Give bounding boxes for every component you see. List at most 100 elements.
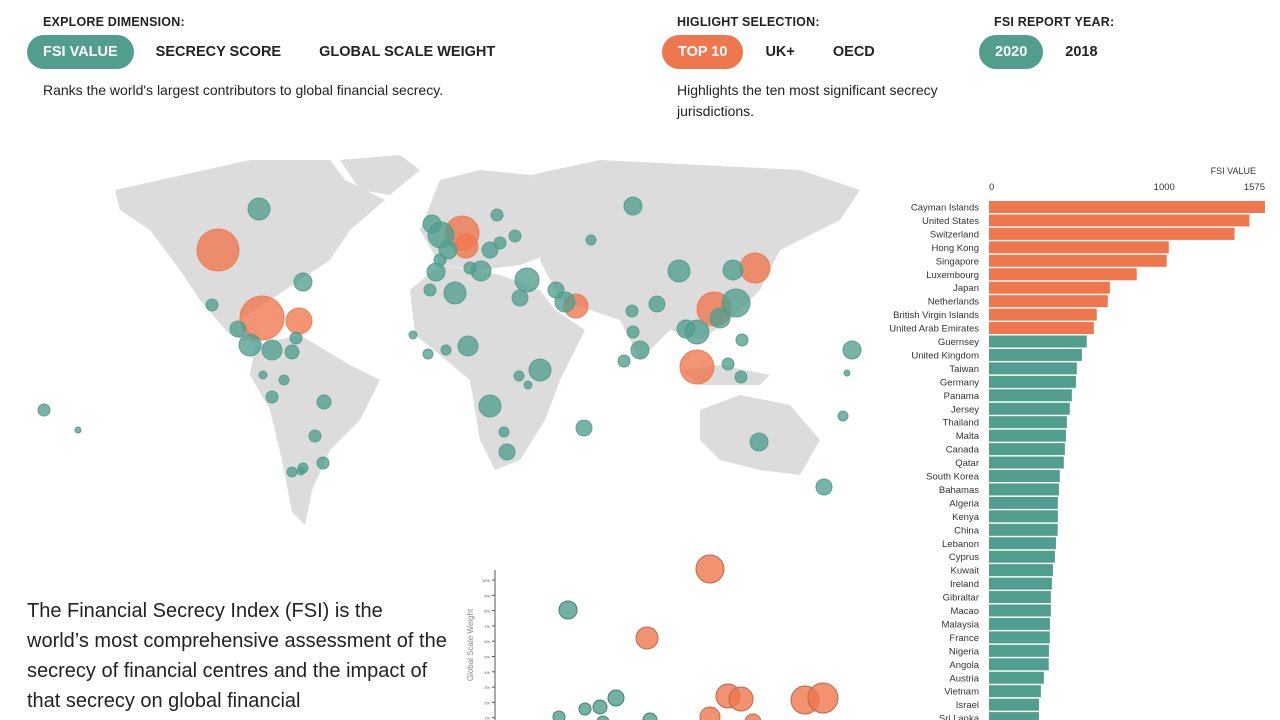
map-bubble[interactable] xyxy=(423,283,437,297)
bar-bahamas[interactable] xyxy=(989,483,1059,496)
bar-kuwait[interactable] xyxy=(989,564,1053,577)
map-bubble[interactable] xyxy=(285,307,313,335)
scatter-point[interactable] xyxy=(596,715,610,720)
map-bubble[interactable] xyxy=(528,358,552,382)
map-bubble[interactable] xyxy=(229,320,247,338)
bar-malaysia[interactable] xyxy=(989,617,1050,630)
map-bubble[interactable] xyxy=(457,335,479,357)
map-bubble[interactable] xyxy=(205,298,219,312)
map-bubble[interactable] xyxy=(433,253,447,267)
map-bubble[interactable] xyxy=(667,259,691,283)
map-bubble[interactable] xyxy=(617,354,631,368)
map-bubble[interactable] xyxy=(648,295,666,313)
map-bubble[interactable] xyxy=(443,281,467,305)
map-bubble[interactable] xyxy=(721,357,735,371)
map-bubble[interactable] xyxy=(625,304,639,318)
scatter-point[interactable] xyxy=(635,626,659,650)
scatter-point[interactable] xyxy=(744,713,762,720)
map-bubble[interactable] xyxy=(514,267,540,293)
map-bubble[interactable] xyxy=(238,333,262,357)
map-bubble[interactable] xyxy=(739,252,771,284)
map-bubble[interactable] xyxy=(258,370,268,380)
bar-france[interactable] xyxy=(989,631,1050,644)
bar-taiwan[interactable] xyxy=(989,362,1077,375)
map-bubble[interactable] xyxy=(630,340,650,360)
map-bubble[interactable] xyxy=(709,307,731,329)
bar-germany[interactable] xyxy=(989,375,1076,388)
bar-netherlands[interactable] xyxy=(989,295,1108,308)
bar-united-states[interactable] xyxy=(989,214,1250,227)
dimension-global-scale-weight-button[interactable]: GLOBAL SCALE WEIGHT xyxy=(319,44,496,60)
map-bubble[interactable] xyxy=(498,426,510,438)
scatter-point[interactable] xyxy=(642,712,658,720)
year-2018-button[interactable]: 2018 xyxy=(1065,44,1098,60)
scatter-point[interactable] xyxy=(607,689,625,707)
map-bubble[interactable] xyxy=(513,370,525,382)
map-bubble[interactable] xyxy=(575,419,593,437)
map-bubble[interactable] xyxy=(408,330,418,340)
bar-angola[interactable] xyxy=(989,658,1049,671)
map-bubble[interactable] xyxy=(453,233,479,259)
map-bubble[interactable] xyxy=(498,443,516,461)
bar-israel[interactable] xyxy=(989,698,1039,711)
map-bubble[interactable] xyxy=(438,240,458,260)
bar-nigeria[interactable] xyxy=(989,644,1049,657)
map-bubble[interactable] xyxy=(478,394,502,418)
bar-singapore[interactable] xyxy=(989,254,1167,267)
map-bubble[interactable] xyxy=(842,340,862,360)
map-bubble[interactable] xyxy=(284,344,300,360)
bar-vietnam[interactable] xyxy=(989,685,1041,698)
map-bubble[interactable] xyxy=(74,426,82,434)
bar-macao[interactable] xyxy=(989,604,1051,617)
bar-united-kingdom[interactable] xyxy=(989,348,1082,361)
year-2020-button[interactable]: 2020 xyxy=(979,35,1044,69)
map-bubble[interactable] xyxy=(523,380,533,390)
map-bubble[interactable] xyxy=(508,229,522,243)
scatter-point[interactable] xyxy=(695,554,725,584)
bar-switzerland[interactable] xyxy=(989,227,1235,240)
scatter-point[interactable] xyxy=(558,600,578,620)
map-bubble[interactable] xyxy=(843,369,851,377)
map-bubble[interactable] xyxy=(308,429,322,443)
bar-qatar[interactable] xyxy=(989,456,1064,469)
bar-japan[interactable] xyxy=(989,281,1110,294)
map-bubble[interactable] xyxy=(261,339,283,361)
map-bubble[interactable] xyxy=(511,289,529,307)
map-bubble[interactable] xyxy=(265,390,279,404)
bar-ireland[interactable] xyxy=(989,577,1052,590)
bar-hong-kong[interactable] xyxy=(989,241,1169,254)
map-bubble[interactable] xyxy=(278,374,290,386)
map-bubble[interactable] xyxy=(734,370,748,384)
map-bubble[interactable] xyxy=(554,291,576,313)
bar-lebanon[interactable] xyxy=(989,537,1056,550)
map-bubble[interactable] xyxy=(481,241,499,259)
map-bubble[interactable] xyxy=(316,456,330,470)
map-bubble[interactable] xyxy=(493,236,507,250)
map-bubble[interactable] xyxy=(679,349,715,385)
bar-malta[interactable] xyxy=(989,429,1066,442)
bar-jersey[interactable] xyxy=(989,402,1070,415)
bar-cyprus[interactable] xyxy=(989,550,1055,563)
map-bubble[interactable] xyxy=(293,272,313,292)
scatter-point[interactable] xyxy=(699,706,721,720)
map-bubble[interactable] xyxy=(626,325,640,339)
highlight-uk-plus-button[interactable]: UK+ xyxy=(765,44,795,60)
scatter-point[interactable] xyxy=(578,702,592,716)
map-bubble[interactable] xyxy=(37,403,51,417)
map-bubble[interactable] xyxy=(722,259,744,281)
bar-guernsey[interactable] xyxy=(989,335,1087,348)
dimension-secrecy-score-button[interactable]: SECRECY SCORE xyxy=(155,44,282,60)
map-bubble[interactable] xyxy=(490,208,504,222)
bar-sri-lanka[interactable] xyxy=(989,712,1039,720)
bar-panama[interactable] xyxy=(989,389,1072,402)
scatter-point[interactable] xyxy=(552,710,566,720)
bar-thailand[interactable] xyxy=(989,416,1067,429)
dimension-fsi-value-button[interactable]: FSI VALUE xyxy=(27,35,134,69)
map-bubble[interactable] xyxy=(735,333,749,347)
scatter-point[interactable] xyxy=(807,682,839,714)
bar-south-korea[interactable] xyxy=(989,470,1060,482)
highlight-oecd-button[interactable]: OECD xyxy=(832,44,875,60)
map-bubble[interactable] xyxy=(721,288,751,318)
bar-kenya[interactable] xyxy=(989,510,1058,523)
bar-algeria[interactable] xyxy=(989,496,1058,509)
